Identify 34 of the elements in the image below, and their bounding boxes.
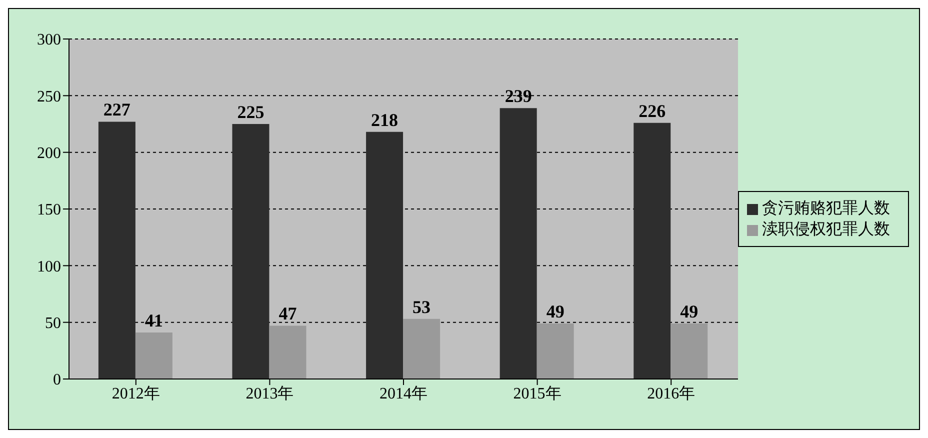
x-tick-label: 2013年 xyxy=(246,385,294,402)
bar xyxy=(98,122,136,379)
y-tick-label: 150 xyxy=(37,202,61,219)
y-tick-label: 200 xyxy=(37,145,61,162)
data-label: 225 xyxy=(237,102,264,122)
bar xyxy=(670,323,708,379)
y-tick-label: 250 xyxy=(37,88,61,106)
legend-label: 贪污贿赂犯罪人数 xyxy=(762,200,890,217)
bar xyxy=(500,108,537,379)
bar xyxy=(403,318,440,379)
data-label: 49 xyxy=(546,301,564,322)
y-tick-label: 50 xyxy=(45,315,61,332)
data-label: 41 xyxy=(144,310,163,331)
bar xyxy=(135,332,172,379)
x-tick-label: 2016年 xyxy=(647,385,696,402)
x-tick-label: 2015年 xyxy=(513,385,562,402)
x-tick-label: 2012年 xyxy=(112,385,160,402)
bar xyxy=(232,124,270,379)
x-tick-label: 2014年 xyxy=(380,385,428,402)
data-label: 239 xyxy=(504,86,532,106)
bar xyxy=(366,132,404,379)
y-tick-label: 300 xyxy=(37,32,61,49)
legend-label: 渎职侵权犯罪人数 xyxy=(762,221,890,238)
data-label: 49 xyxy=(680,301,698,322)
data-label: 53 xyxy=(412,296,431,317)
data-label: 47 xyxy=(278,304,297,324)
bar xyxy=(269,326,306,379)
data-label: 227 xyxy=(103,100,130,120)
y-tick-label: 100 xyxy=(37,258,61,276)
data-label: 218 xyxy=(371,110,398,130)
bar xyxy=(536,323,574,379)
data-label: 226 xyxy=(638,100,666,121)
y-tick-label: 0 xyxy=(53,372,61,389)
bar xyxy=(634,122,671,379)
